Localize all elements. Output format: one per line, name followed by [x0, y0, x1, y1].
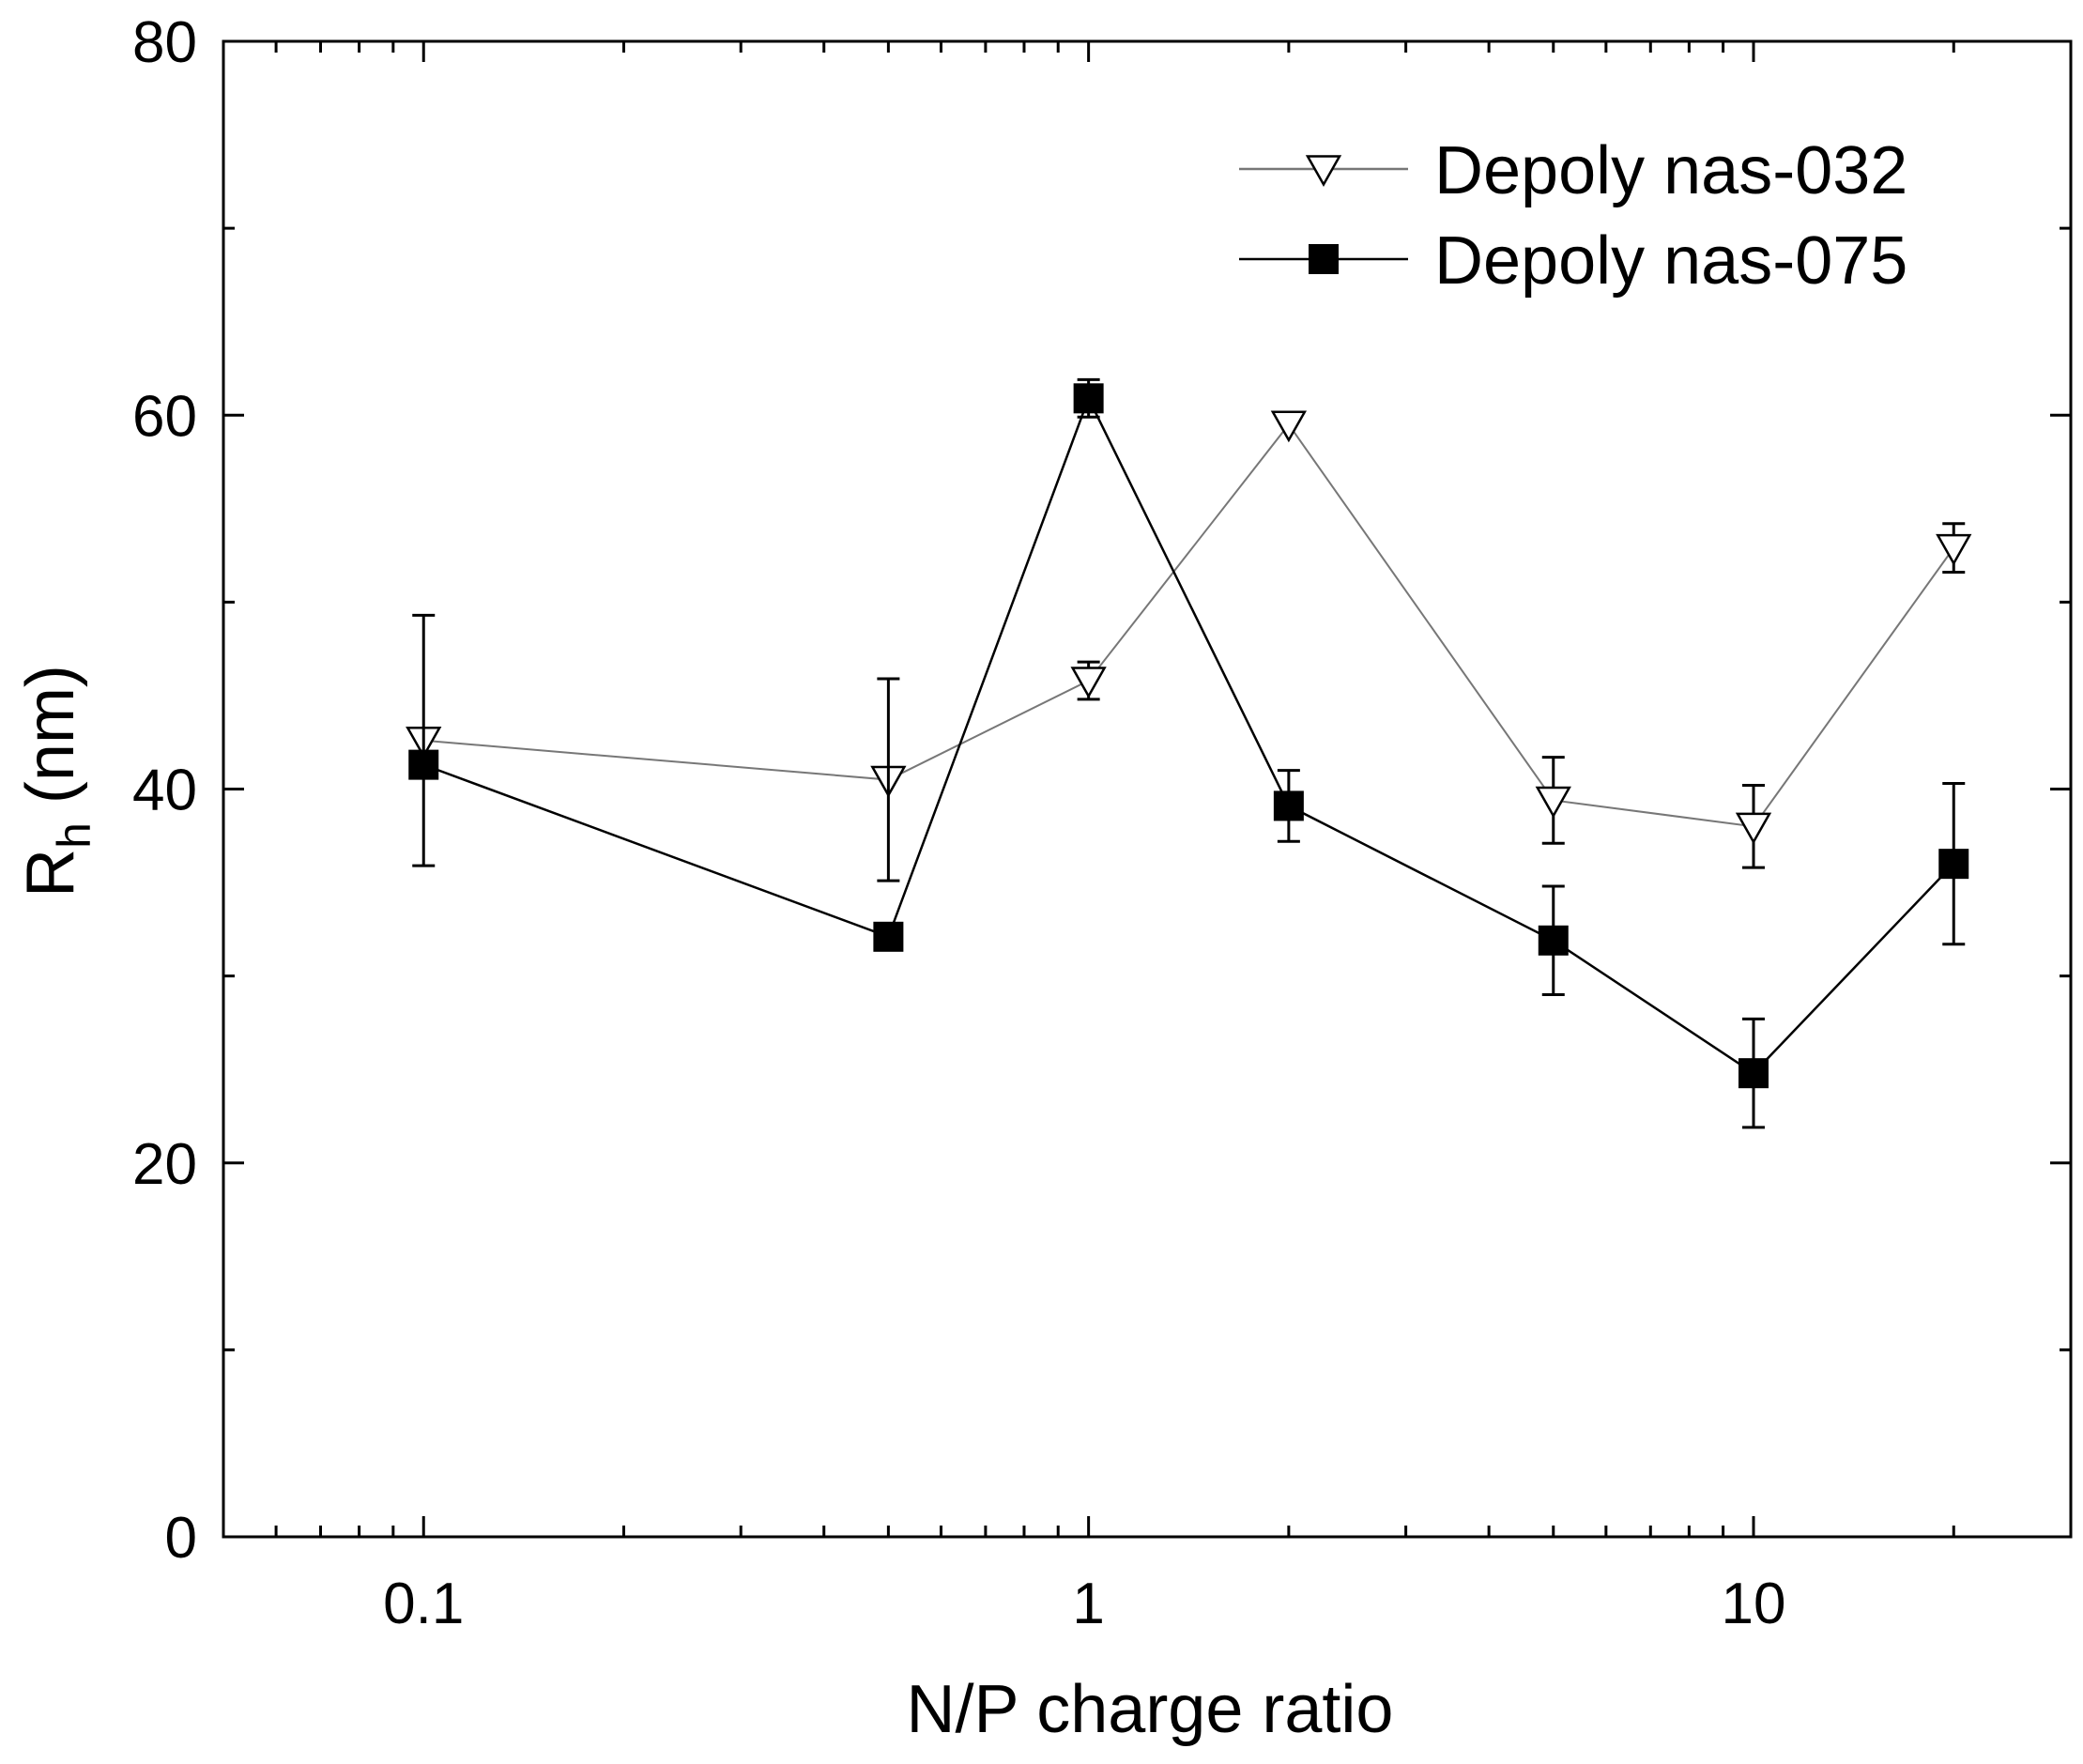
- data-point: [408, 749, 439, 780]
- plot-layer: [406, 377, 1972, 1129]
- y-axis-title-sub: h: [48, 822, 100, 849]
- data-point: [1073, 383, 1104, 414]
- x-tick-label: 1: [1072, 1572, 1104, 1636]
- x-axis-title: N/P charge ratio: [907, 1672, 1394, 1747]
- legend: Depoly nas-032 Depoly nas-075: [1239, 133, 1907, 299]
- legend-label: Depoly nas-032: [1434, 133, 1907, 208]
- series-line: [423, 422, 1955, 828]
- y-tick-label: 60: [132, 384, 197, 449]
- y-tick-label: 40: [132, 759, 197, 823]
- data-point: [1735, 812, 1772, 845]
- legend-label: Depoly nas-075: [1434, 223, 1907, 299]
- data-point: [1070, 667, 1107, 699]
- data-point: [1936, 533, 1972, 566]
- svg-text:Rh(nm): Rh (nm): [13, 665, 100, 897]
- data-point: [873, 921, 904, 952]
- data-point: [1270, 410, 1308, 443]
- legend-marker: [1309, 244, 1339, 274]
- series-line: [422, 395, 1955, 1075]
- data-point: [1538, 925, 1569, 956]
- x-tick-label: 0.1: [383, 1572, 464, 1636]
- data-point: [1938, 849, 1969, 880]
- y-axis-title: Rh (nm): [13, 665, 100, 897]
- y-axis-title-main: R: [13, 849, 88, 897]
- data-point: [1535, 786, 1571, 819]
- x-tick-label: 10: [1722, 1572, 1786, 1636]
- series-1: [408, 377, 1969, 1129]
- y-tick-label: 80: [132, 10, 197, 75]
- y-tick-label: 0: [165, 1506, 197, 1571]
- legend-marker: [1305, 155, 1342, 188]
- axis-layer: 0.1 1 10 0 20 40 60 80: [132, 10, 2073, 1636]
- data-point: [1738, 1058, 1769, 1089]
- data-point: [1273, 790, 1304, 821]
- y-axis-title-unit: (nm): [13, 665, 88, 804]
- series-0: [406, 410, 1972, 869]
- y-tick-label: 20: [132, 1132, 197, 1197]
